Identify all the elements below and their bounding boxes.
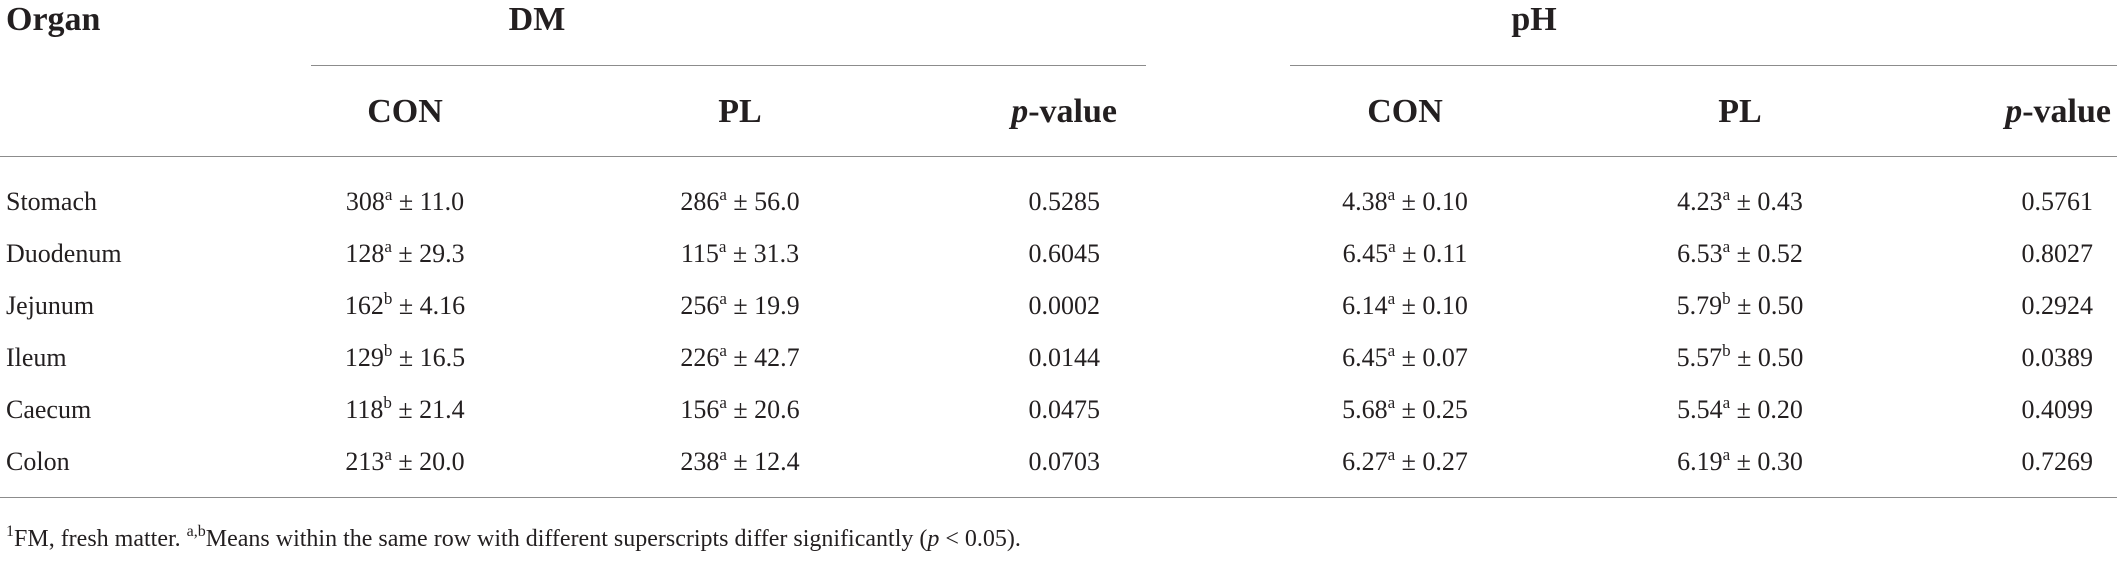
- dm-group-rule: [311, 65, 1146, 66]
- cell-organ: Caecum: [6, 395, 92, 424]
- cell-dm-p: 0.6045: [1028, 239, 1101, 268]
- table-footnote: 1FM, fresh matter. a,bMeans within the s…: [6, 523, 1021, 553]
- p-value-suffix: -value: [1028, 93, 1117, 130]
- cell-dm-p: 0.0002: [1028, 291, 1101, 320]
- cell-ph-con: 5.68a ± 0.25: [1342, 393, 1468, 424]
- cell-ph-p: 0.5761: [2021, 187, 2094, 216]
- header-ph-pl: PL: [1718, 93, 1762, 130]
- cell-ph-pl: 5.57b ± 0.50: [1676, 341, 1804, 372]
- header-dm-group: DM: [508, 1, 566, 38]
- cell-ph-p: 0.7269: [2021, 447, 2094, 476]
- header-organ: Organ: [6, 1, 101, 38]
- cell-dm-con: 118b ± 21.4: [345, 393, 465, 424]
- cell-organ: Ileum: [6, 343, 67, 372]
- p-italic: p: [2005, 93, 2023, 130]
- cell-dm-con: 128a ± 29.3: [345, 237, 465, 268]
- cell-organ: Colon: [6, 447, 70, 476]
- cell-dm-con: 162b ± 4.16: [344, 289, 466, 320]
- cell-dm-con: 213a ± 20.0: [345, 445, 465, 476]
- cell-dm-p: 0.0475: [1028, 395, 1101, 424]
- header-bottom-rule: [0, 156, 2117, 157]
- cell-ph-con: 4.38a ± 0.10: [1342, 185, 1468, 216]
- cell-ph-con: 6.45a ± 0.11: [1342, 237, 1468, 268]
- cell-dm-con: 308a ± 11.0: [345, 185, 465, 216]
- header-ph-con: CON: [1367, 93, 1443, 130]
- header-dm-con: CON: [367, 93, 443, 130]
- header-dm-p-value: p-value: [1011, 92, 1117, 132]
- cell-dm-pl: 256a ± 19.9: [680, 289, 800, 320]
- cell-dm-p: 0.0144: [1028, 343, 1101, 372]
- cell-dm-pl: 115a ± 31.3: [680, 237, 800, 268]
- header-ph-p-value: p-value: [2005, 92, 2111, 132]
- cell-ph-p: 0.0389: [2021, 343, 2094, 372]
- cell-dm-pl: 238a ± 12.4: [680, 445, 800, 476]
- cell-ph-p: 0.2924: [2021, 291, 2094, 320]
- cell-ph-pl: 6.19a ± 0.30: [1677, 445, 1803, 476]
- cell-ph-con: 6.45a ± 0.07: [1342, 341, 1468, 372]
- cell-organ: Stomach: [6, 187, 97, 216]
- cell-ph-pl: 5.79b ± 0.50: [1676, 289, 1804, 320]
- cell-dm-pl: 226a ± 42.7: [680, 341, 800, 372]
- cell-ph-p: 0.8027: [2021, 239, 2094, 268]
- p-value-suffix: -value: [2022, 93, 2111, 130]
- header-dm-pl: PL: [718, 93, 762, 130]
- table-bottom-rule: [0, 497, 2117, 498]
- cell-organ: Duodenum: [6, 239, 122, 268]
- header-ph-group: pH: [1511, 1, 1557, 38]
- cell-ph-con: 6.27a ± 0.27: [1342, 445, 1468, 476]
- p-italic: p: [1011, 93, 1029, 130]
- cell-dm-p: 0.0703: [1028, 447, 1101, 476]
- cell-ph-p: 0.4099: [2021, 395, 2094, 424]
- cell-dm-pl: 286a ± 56.0: [680, 185, 800, 216]
- ph-group-rule: [1290, 65, 2117, 66]
- cell-dm-con: 129b ± 16.5: [344, 341, 466, 372]
- cell-ph-pl: 4.23a ± 0.43: [1677, 185, 1803, 216]
- cell-dm-p: 0.5285: [1028, 187, 1101, 216]
- cell-organ: Jejunum: [6, 291, 95, 320]
- cell-ph-con: 6.14a ± 0.10: [1342, 289, 1468, 320]
- cell-ph-pl: 5.54a ± 0.20: [1677, 393, 1803, 424]
- cell-ph-pl: 6.53a ± 0.52: [1677, 237, 1803, 268]
- cell-dm-pl: 156a ± 20.6: [680, 393, 800, 424]
